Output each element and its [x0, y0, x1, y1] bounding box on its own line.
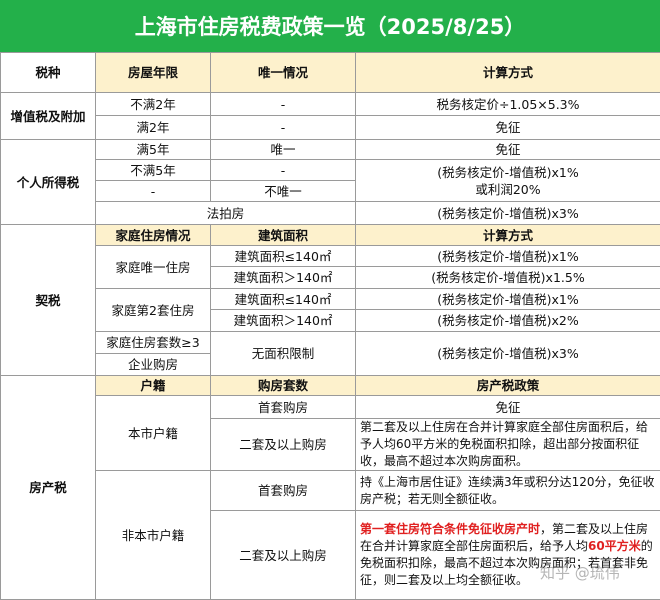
table-cell: 不满5年: [96, 160, 211, 181]
table-cell: 税务核定价÷1.05×5.3%: [356, 93, 660, 116]
table-row: 税种房屋年限唯一情况计算方式: [1, 53, 660, 93]
table-cell: 第二套及以上住房在合并计算家庭全部住房面积后，给予人均60平方米的免税面积扣除，…: [356, 419, 660, 471]
table-cell: 个人所得税: [1, 140, 96, 225]
table-row: 房产税户籍购房套数房产税政策: [1, 376, 660, 396]
table-cell: 无面积限制: [211, 332, 356, 376]
table-cell: 法拍房: [96, 202, 356, 225]
table-cell: 家庭住房套数≥3: [96, 332, 211, 354]
table-row: 契税家庭住房情况建筑面积计算方式: [1, 225, 660, 246]
table-cell: (税务核定价-增值税)x1%: [356, 246, 660, 267]
table-row: 不满5年- (税务核定价-增值税)x1%或利润20%: [1, 160, 660, 181]
table-row: 满2年-免征: [1, 116, 660, 140]
table-cell: 建筑面积≤140㎡: [211, 289, 356, 310]
table-cell: 购房套数: [211, 376, 356, 396]
title: 上海市住房税费政策一览（2025/8/25）: [0, 0, 660, 52]
table-cell: -: [96, 181, 211, 202]
policy-cell: 第一套住房符合条件免征收房产时，第二套及以上住房在合并计算家庭全部住房面积后，给…: [356, 511, 660, 600]
table-cell: 计算方式: [356, 53, 660, 93]
table-cell: (税务核定价-增值税)x3%: [356, 202, 660, 225]
table-cell: 不满2年: [96, 93, 211, 116]
table-cell: 二套及以上购房: [211, 511, 356, 600]
table-cell: 免征: [356, 396, 660, 419]
table-cell: 不唯一: [211, 181, 356, 202]
table-cell: (税务核定价-增值税)x1%: [356, 289, 660, 310]
table-row: 个人所得税满5年唯一免征: [1, 140, 660, 160]
formula-cell: (税务核定价-增值税)x1%或利润20%: [356, 160, 660, 202]
text: 60平方米: [588, 539, 641, 553]
table-cell: 企业购房: [96, 354, 211, 376]
table-cell: 持《上海市居住证》连续满3年或积分达120分，免征收房产税；若无则全额征收。: [356, 471, 660, 511]
tax-table: 税种房屋年限唯一情况计算方式 增值税及附加不满2年-税务核定价÷1.05×5.3…: [0, 52, 660, 600]
table-cell: 免征: [356, 116, 660, 140]
table-cell: 唯一: [211, 140, 356, 160]
table-cell: (税务核定价-增值税)x3%: [356, 332, 660, 376]
table-cell: 房屋年限: [96, 53, 211, 93]
table-cell: -: [211, 93, 356, 116]
table-cell: (税务核定价-增值税)x1.5%: [356, 267, 660, 289]
table-cell: 二套及以上购房: [211, 419, 356, 471]
table-cell: 建筑面积≤140㎡: [211, 246, 356, 267]
watermark: 知乎 @琉伟: [540, 562, 620, 583]
table-row: 家庭第2套住房建筑面积≤140㎡(税务核定价-增值税)x1%: [1, 289, 660, 310]
table-cell: 税种: [1, 53, 96, 93]
table-cell: 家庭唯一住房: [96, 246, 211, 289]
table-row: 增值税及附加不满2年-税务核定价÷1.05×5.3%: [1, 93, 660, 116]
table-cell: 满5年: [96, 140, 211, 160]
table-cell: 满2年: [96, 116, 211, 140]
table-cell: 计算方式: [356, 225, 660, 246]
table-cell: 建筑面积: [211, 225, 356, 246]
table-cell: 户籍: [96, 376, 211, 396]
table-cell: 家庭第2套住房: [96, 289, 211, 332]
table-row: 家庭唯一住房建筑面积≤140㎡(税务核定价-增值税)x1%: [1, 246, 660, 267]
table-cell: 非本市户籍: [96, 471, 211, 600]
table-cell: 契税: [1, 225, 96, 376]
table-cell: 家庭住房情况: [96, 225, 211, 246]
table-cell: 房产税: [1, 376, 96, 600]
table-cell: 首套购房: [211, 471, 356, 511]
table-row: 非本市户籍首套购房持《上海市居住证》连续满3年或积分达120分，免征收房产税；若…: [1, 471, 660, 511]
table-cell: 房产税政策: [356, 376, 660, 396]
table-row: 本市户籍首套购房免征: [1, 396, 660, 419]
table-cell: 增值税及附加: [1, 93, 96, 140]
table-cell: -: [211, 160, 356, 181]
table-cell: (税务核定价-增值税)x2%: [356, 310, 660, 332]
table-cell: 首套购房: [211, 396, 356, 419]
table-row: 法拍房(税务核定价-增值税)x3%: [1, 202, 660, 225]
text: 或利润20%: [360, 181, 656, 198]
table-cell: 免征: [356, 140, 660, 160]
table-cell: 本市户籍: [96, 396, 211, 471]
text: (税务核定价-增值税)x1%: [360, 164, 656, 181]
table-cell: 建筑面积＞140㎡: [211, 267, 356, 289]
text: 第一套住房符合条件免征收房产时: [360, 522, 540, 536]
table-cell: -: [211, 116, 356, 140]
table-cell: 唯一情况: [211, 53, 356, 93]
table-cell: 建筑面积＞140㎡: [211, 310, 356, 332]
